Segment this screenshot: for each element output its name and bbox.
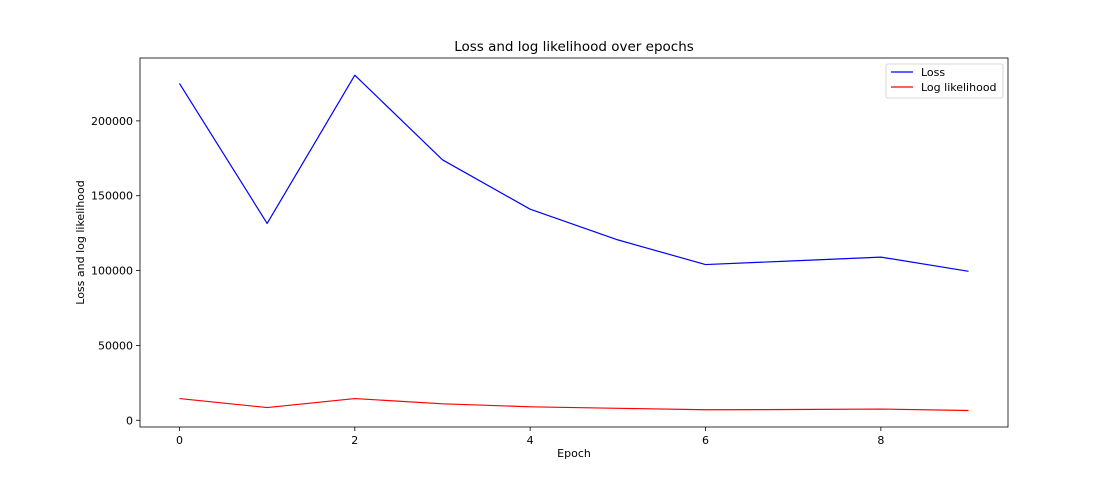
x-tick-label: 6 bbox=[702, 434, 709, 447]
x-axis-label: Epoch bbox=[557, 447, 591, 460]
x-tick-label: 4 bbox=[527, 434, 534, 447]
x-axis-ticks: 0 2 4 6 8 bbox=[176, 427, 884, 447]
y-tick-label: 200000 bbox=[91, 115, 133, 128]
series-line-loss bbox=[178, 74, 969, 272]
series-line-log-likelihood bbox=[179, 397, 969, 412]
y-axis-ticks: 0 50000 100000 150000 200000 bbox=[91, 115, 140, 427]
y-tick-label: 150000 bbox=[91, 190, 133, 203]
legend-label-loss: Loss bbox=[921, 66, 945, 79]
legend-box bbox=[885, 63, 1004, 99]
plot-area bbox=[139, 57, 1009, 428]
y-axis-label: Loss and log likelihood bbox=[74, 180, 87, 304]
x-tick-label: 0 bbox=[176, 434, 183, 447]
x-tick-label: 8 bbox=[877, 434, 884, 447]
x-tick-label: 2 bbox=[351, 434, 358, 447]
y-tick-label: 0 bbox=[126, 414, 133, 427]
legend: Loss Log likelihood bbox=[885, 63, 1004, 99]
y-tick-label: 50000 bbox=[98, 339, 133, 352]
chart-title: Loss and log likelihood over epochs bbox=[454, 39, 694, 55]
y-tick-label: 100000 bbox=[91, 265, 133, 278]
axes-frame bbox=[139, 57, 1009, 428]
series-lines bbox=[178, 74, 969, 412]
legend-label-log-likelihood: Log likelihood bbox=[921, 81, 997, 94]
